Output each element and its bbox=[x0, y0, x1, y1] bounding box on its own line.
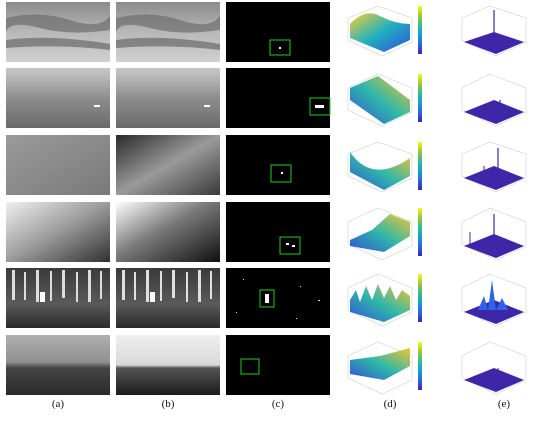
surface-plot-d-4 bbox=[347, 207, 422, 261]
image-b-2 bbox=[116, 68, 220, 128]
image-c-6 bbox=[226, 335, 330, 395]
target-box bbox=[269, 39, 291, 56]
image-b-1 bbox=[116, 2, 220, 62]
response-plot-e-1 bbox=[461, 5, 527, 57]
image-c-4 bbox=[226, 202, 330, 262]
image-a-6 bbox=[6, 335, 110, 395]
target-box bbox=[279, 236, 301, 255]
response-plot-e-6 bbox=[461, 341, 527, 395]
image-b-5 bbox=[116, 268, 220, 328]
column-a bbox=[6, 2, 110, 395]
column-d bbox=[347, 5, 422, 395]
surface-plot-d-2 bbox=[347, 73, 422, 127]
image-b-6 bbox=[116, 335, 220, 395]
image-a-2 bbox=[6, 68, 110, 128]
panel-label-b: (b) bbox=[161, 398, 175, 410]
surface-plot-d-5 bbox=[347, 273, 422, 327]
panel-label-c: (c) bbox=[271, 398, 285, 410]
response-plot-e-4 bbox=[461, 207, 527, 261]
column-c bbox=[226, 2, 331, 395]
column-e bbox=[461, 5, 527, 395]
surface-plot-d-6 bbox=[347, 341, 422, 395]
surface-plot-d-3 bbox=[347, 141, 422, 193]
image-a-3 bbox=[6, 135, 110, 195]
image-c-1 bbox=[226, 2, 330, 62]
target-box bbox=[309, 97, 331, 116]
response-plot-e-2 bbox=[461, 73, 527, 127]
panel-label-d: (d) bbox=[383, 398, 397, 410]
target-box bbox=[270, 164, 292, 183]
image-a-5 bbox=[6, 268, 110, 328]
surface-plot-d-1 bbox=[347, 5, 422, 57]
panel-label-e: (e) bbox=[497, 398, 511, 410]
target-box bbox=[240, 358, 260, 375]
image-c-5 bbox=[226, 268, 330, 328]
response-plot-e-5 bbox=[461, 273, 527, 327]
panel-label-a: (a) bbox=[51, 398, 65, 410]
image-b-3 bbox=[116, 135, 220, 195]
response-plot-e-3 bbox=[461, 141, 527, 193]
target-box bbox=[259, 289, 275, 308]
image-a-1 bbox=[6, 2, 110, 62]
image-b-4 bbox=[116, 202, 220, 262]
image-a-4 bbox=[6, 202, 110, 262]
column-b bbox=[116, 2, 220, 395]
